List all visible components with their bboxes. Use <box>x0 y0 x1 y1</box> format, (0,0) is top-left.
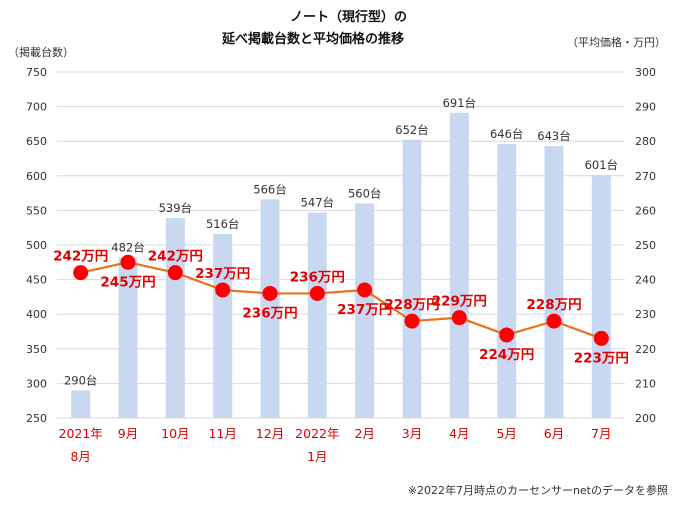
category-label: 2022年 <box>295 426 339 441</box>
price-marker <box>73 265 89 281</box>
price-marker <box>357 282 373 298</box>
bar <box>355 203 375 418</box>
bar-value-label: 516台 <box>206 217 239 231</box>
price-marker <box>120 254 136 270</box>
source-note: ※2022年7月時点のカーセンサーnetのデータを参照 <box>407 484 668 497</box>
left-tick-label: 750 <box>26 66 47 79</box>
right-tick-label: 270 <box>635 170 656 183</box>
price-label: 237万円 <box>195 266 250 282</box>
right-tick-label: 260 <box>635 204 656 217</box>
category-label: 10月 <box>161 426 189 441</box>
price-label: 228万円 <box>526 297 581 313</box>
right-tick-label: 290 <box>635 101 656 114</box>
bar <box>213 233 233 418</box>
right-tick-label: 250 <box>635 239 656 252</box>
bar <box>118 257 138 418</box>
left-axis-unit: （掲載台数） <box>8 46 74 59</box>
left-tick-label: 250 <box>26 412 47 425</box>
right-tick-label: 240 <box>635 274 656 287</box>
price-marker <box>499 327 515 343</box>
left-tick-label: 350 <box>26 343 47 356</box>
right-axis-unit: （平均価格・万円） <box>567 36 666 49</box>
bar-value-label: 560台 <box>348 186 381 200</box>
price-label: 228万円 <box>384 297 439 313</box>
price-label: 245万円 <box>100 274 155 290</box>
bar-value-label: 547台 <box>301 195 334 209</box>
price-marker <box>167 265 183 281</box>
left-tick-label: 550 <box>26 204 47 217</box>
price-line <box>80 261 602 340</box>
bar <box>591 175 611 418</box>
category-label: 8月 <box>70 449 90 464</box>
right-tick-label: 280 <box>635 135 656 148</box>
chart-title: ノート（現行型）の <box>290 10 408 25</box>
left-tick-label: 500 <box>26 239 47 252</box>
price-marker <box>404 313 420 329</box>
chart-subtitle: 延べ掲載台数と平均価格の推移 <box>222 32 405 47</box>
bar <box>71 390 91 418</box>
price-marker <box>215 282 231 298</box>
bar-value-label: 539台 <box>159 201 192 215</box>
left-tick-label: 300 <box>26 377 47 390</box>
price-label: 224万円 <box>479 347 534 363</box>
bar <box>402 139 422 419</box>
bar-value-label: 601台 <box>585 158 618 172</box>
category-label: 12月 <box>256 426 284 441</box>
right-tick-label: 230 <box>635 308 656 321</box>
price-label: 236万円 <box>290 269 345 285</box>
bar-value-label: 646台 <box>490 127 523 141</box>
bar <box>449 112 469 418</box>
category-label: 3月 <box>402 426 422 441</box>
price-label: 223万円 <box>574 350 629 366</box>
bar <box>544 146 564 418</box>
category-label: 1月 <box>307 449 327 464</box>
category-label: 7月 <box>591 426 611 441</box>
price-marker <box>309 285 325 301</box>
price-marker <box>546 313 562 329</box>
bar <box>307 212 327 418</box>
bar <box>497 143 517 418</box>
price-label: 237万円 <box>337 302 392 318</box>
right-tick-label: 200 <box>635 412 656 425</box>
right-tick-label: 210 <box>635 377 656 390</box>
category-label: 11月 <box>208 426 236 441</box>
bar-value-label: 691台 <box>443 96 476 110</box>
bar-value-label: 566台 <box>253 182 286 196</box>
left-tick-label: 400 <box>26 308 47 321</box>
price-marker <box>262 285 278 301</box>
category-label: 9月 <box>118 426 138 441</box>
category-label: 2月 <box>354 426 374 441</box>
category-label: 4月 <box>449 426 469 441</box>
price-label: 236万円 <box>242 305 297 321</box>
left-tick-label: 600 <box>26 170 47 183</box>
bar-value-label: 482台 <box>111 240 144 254</box>
category-label: 5月 <box>496 426 516 441</box>
price-marker <box>593 330 609 346</box>
price-label: 242万円 <box>148 249 203 265</box>
left-tick-label: 650 <box>26 135 47 148</box>
price-label: 229万円 <box>432 294 487 310</box>
bar-value-label: 652台 <box>395 123 428 137</box>
right-tick-label: 220 <box>635 343 656 356</box>
price-marker <box>451 310 467 326</box>
right-tick-label: 300 <box>635 66 656 79</box>
bar-value-label: 643台 <box>537 129 570 143</box>
left-tick-label: 450 <box>26 274 47 287</box>
bar <box>260 199 280 418</box>
bar-value-label: 290台 <box>64 373 97 387</box>
category-label: 6月 <box>544 426 564 441</box>
price-label: 242万円 <box>53 249 108 265</box>
category-label: 2021年 <box>59 426 103 441</box>
left-tick-label: 700 <box>26 101 47 114</box>
